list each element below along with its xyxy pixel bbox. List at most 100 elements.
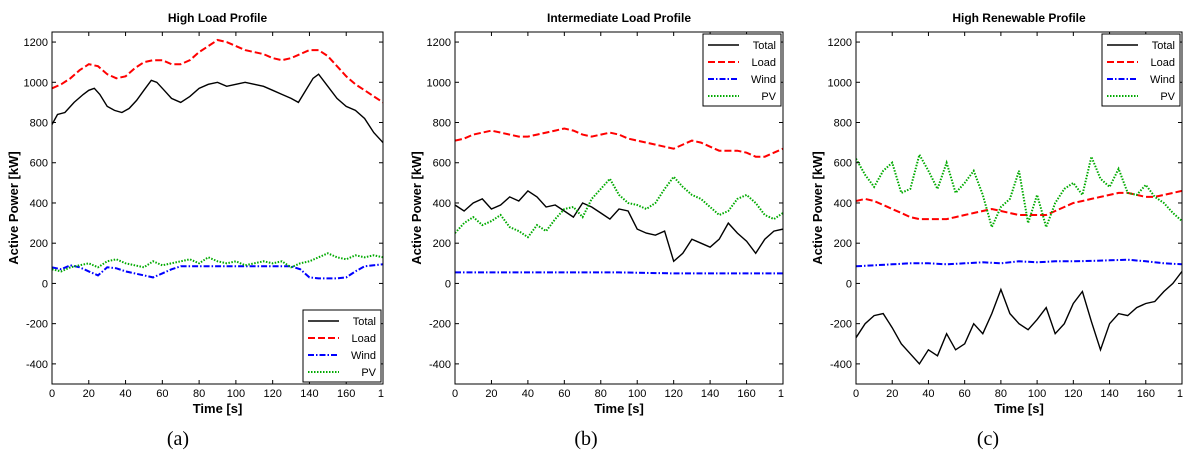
legend-label-load: Load (752, 57, 776, 69)
x-tick-label: 60 (156, 388, 168, 400)
x-axis-label: Time [s] (193, 401, 243, 416)
y-tick-label: 800 (30, 118, 48, 130)
y-axis-label: Active Power [kW] (810, 151, 825, 264)
x-tick-label: 140 (1100, 388, 1118, 400)
caption-c: (c) (976, 428, 1000, 450)
legend-label-load: Load (352, 333, 376, 345)
chart-0: High Load Profile-400-200020040060080010… (6, 11, 384, 416)
x-tick-label: 80 (995, 388, 1007, 400)
series-line-pv (455, 175, 783, 239)
legend-label-total: Total (753, 40, 776, 52)
legend-box (302, 309, 382, 383)
y-tick-label: -200 (830, 319, 852, 331)
y-tick-label: 200 (433, 238, 451, 250)
x-tick-label: 120 (1064, 388, 1082, 400)
x-tick-label: 80 (595, 388, 607, 400)
x-axis-label: Time [s] (594, 401, 644, 416)
series-line-load (52, 38, 383, 104)
x-tick-label: 1 (1177, 388, 1183, 400)
x-tick-label: 20 (83, 388, 95, 400)
y-tick-label: 0 (445, 278, 451, 290)
x-tick-label: 120 (664, 388, 682, 400)
x-tick-label: 0 (853, 388, 859, 400)
chart-title: Intermediate Load Profile (547, 11, 691, 25)
series-line-total (856, 270, 1182, 366)
plot-frame (454, 31, 784, 385)
x-tick-label: 60 (959, 388, 971, 400)
x-tick-label: 40 (522, 388, 534, 400)
chart-title: High Load Profile (168, 11, 268, 25)
y-tick-label: 800 (834, 118, 852, 130)
x-tick-label: 100 (227, 388, 245, 400)
x-axis-label: Time [s] (994, 401, 1044, 416)
y-tick-label: 600 (30, 158, 48, 170)
legend-label-total: Total (353, 316, 376, 328)
legend: Total Load Wind PV (1101, 33, 1181, 107)
series-line-pv (52, 252, 383, 273)
chart-title: High Renewable Profile (952, 11, 1086, 25)
legend: Total Load Wind PV (302, 309, 382, 383)
x-tick-label: 140 (701, 388, 719, 400)
x-tick-label: 160 (1137, 388, 1155, 400)
x-tick-label: 120 (263, 388, 281, 400)
chart-2: High Renewable Profile-400-2000200400600… (810, 11, 1183, 416)
y-tick-label: 1200 (828, 37, 852, 49)
series-line-pv (856, 152, 1182, 231)
x-tick-label: 20 (886, 388, 898, 400)
y-tick-label: 0 (846, 278, 852, 290)
y-tick-label: 1000 (427, 77, 451, 89)
x-tick-label: 20 (485, 388, 497, 400)
x-tick-label: 80 (193, 388, 205, 400)
legend-box (1101, 33, 1181, 107)
y-tick-label: 200 (834, 238, 852, 250)
y-tick-label: 400 (30, 198, 48, 210)
y-tick-label: -200 (26, 319, 48, 331)
y-tick-label: 1200 (24, 37, 48, 49)
y-tick-label: 800 (433, 118, 451, 130)
legend-label-pv: PV (761, 91, 776, 103)
y-axis-label: Active Power [kW] (409, 151, 424, 264)
x-tick-label: 1 (378, 388, 384, 400)
y-axis-label: Active Power [kW] (6, 151, 21, 264)
legend-label-wind: Wind (351, 350, 376, 362)
legend-label-pv: PV (361, 367, 376, 379)
x-tick-label: 160 (737, 388, 755, 400)
legend: Total Load Wind PV (702, 33, 782, 107)
caption-b: (b) (574, 428, 598, 450)
series-line-wind (455, 271, 783, 275)
caption-a: (a) (166, 428, 190, 450)
legend-box (702, 33, 782, 107)
y-tick-label: -400 (429, 359, 451, 371)
y-tick-label: -400 (830, 359, 852, 371)
x-tick-label: 0 (452, 388, 458, 400)
x-tick-label: 140 (300, 388, 318, 400)
y-tick-label: 200 (30, 238, 48, 250)
y-tick-label: 1000 (24, 77, 48, 89)
x-tick-label: 60 (558, 388, 570, 400)
chart-1: Intermediate Load Profile-400-2000200400… (409, 11, 784, 416)
legend-label-pv: PV (1160, 91, 1175, 103)
y-tick-label: 1200 (427, 37, 451, 49)
x-tick-label: 40 (922, 388, 934, 400)
y-tick-label: 600 (834, 158, 852, 170)
series-line-load (856, 189, 1182, 221)
series-line-total (455, 189, 783, 263)
legend-label-wind: Wind (1150, 74, 1175, 86)
y-tick-label: 600 (433, 158, 451, 170)
legend-label-total: Total (1152, 40, 1175, 52)
y-tick-label: 1000 (828, 77, 852, 89)
x-tick-label: 40 (119, 388, 131, 400)
legend-label-wind: Wind (751, 74, 776, 86)
series-line-load (455, 127, 783, 158)
x-tick-label: 100 (1028, 388, 1046, 400)
series-line-wind (52, 263, 383, 280)
plot-frame (855, 31, 1183, 385)
x-tick-label: 160 (337, 388, 355, 400)
plot-frame (51, 31, 384, 385)
y-tick-label: -400 (26, 359, 48, 371)
legend-label-load: Load (1151, 57, 1175, 69)
y-tick-label: 400 (433, 198, 451, 210)
y-tick-label: 400 (834, 198, 852, 210)
